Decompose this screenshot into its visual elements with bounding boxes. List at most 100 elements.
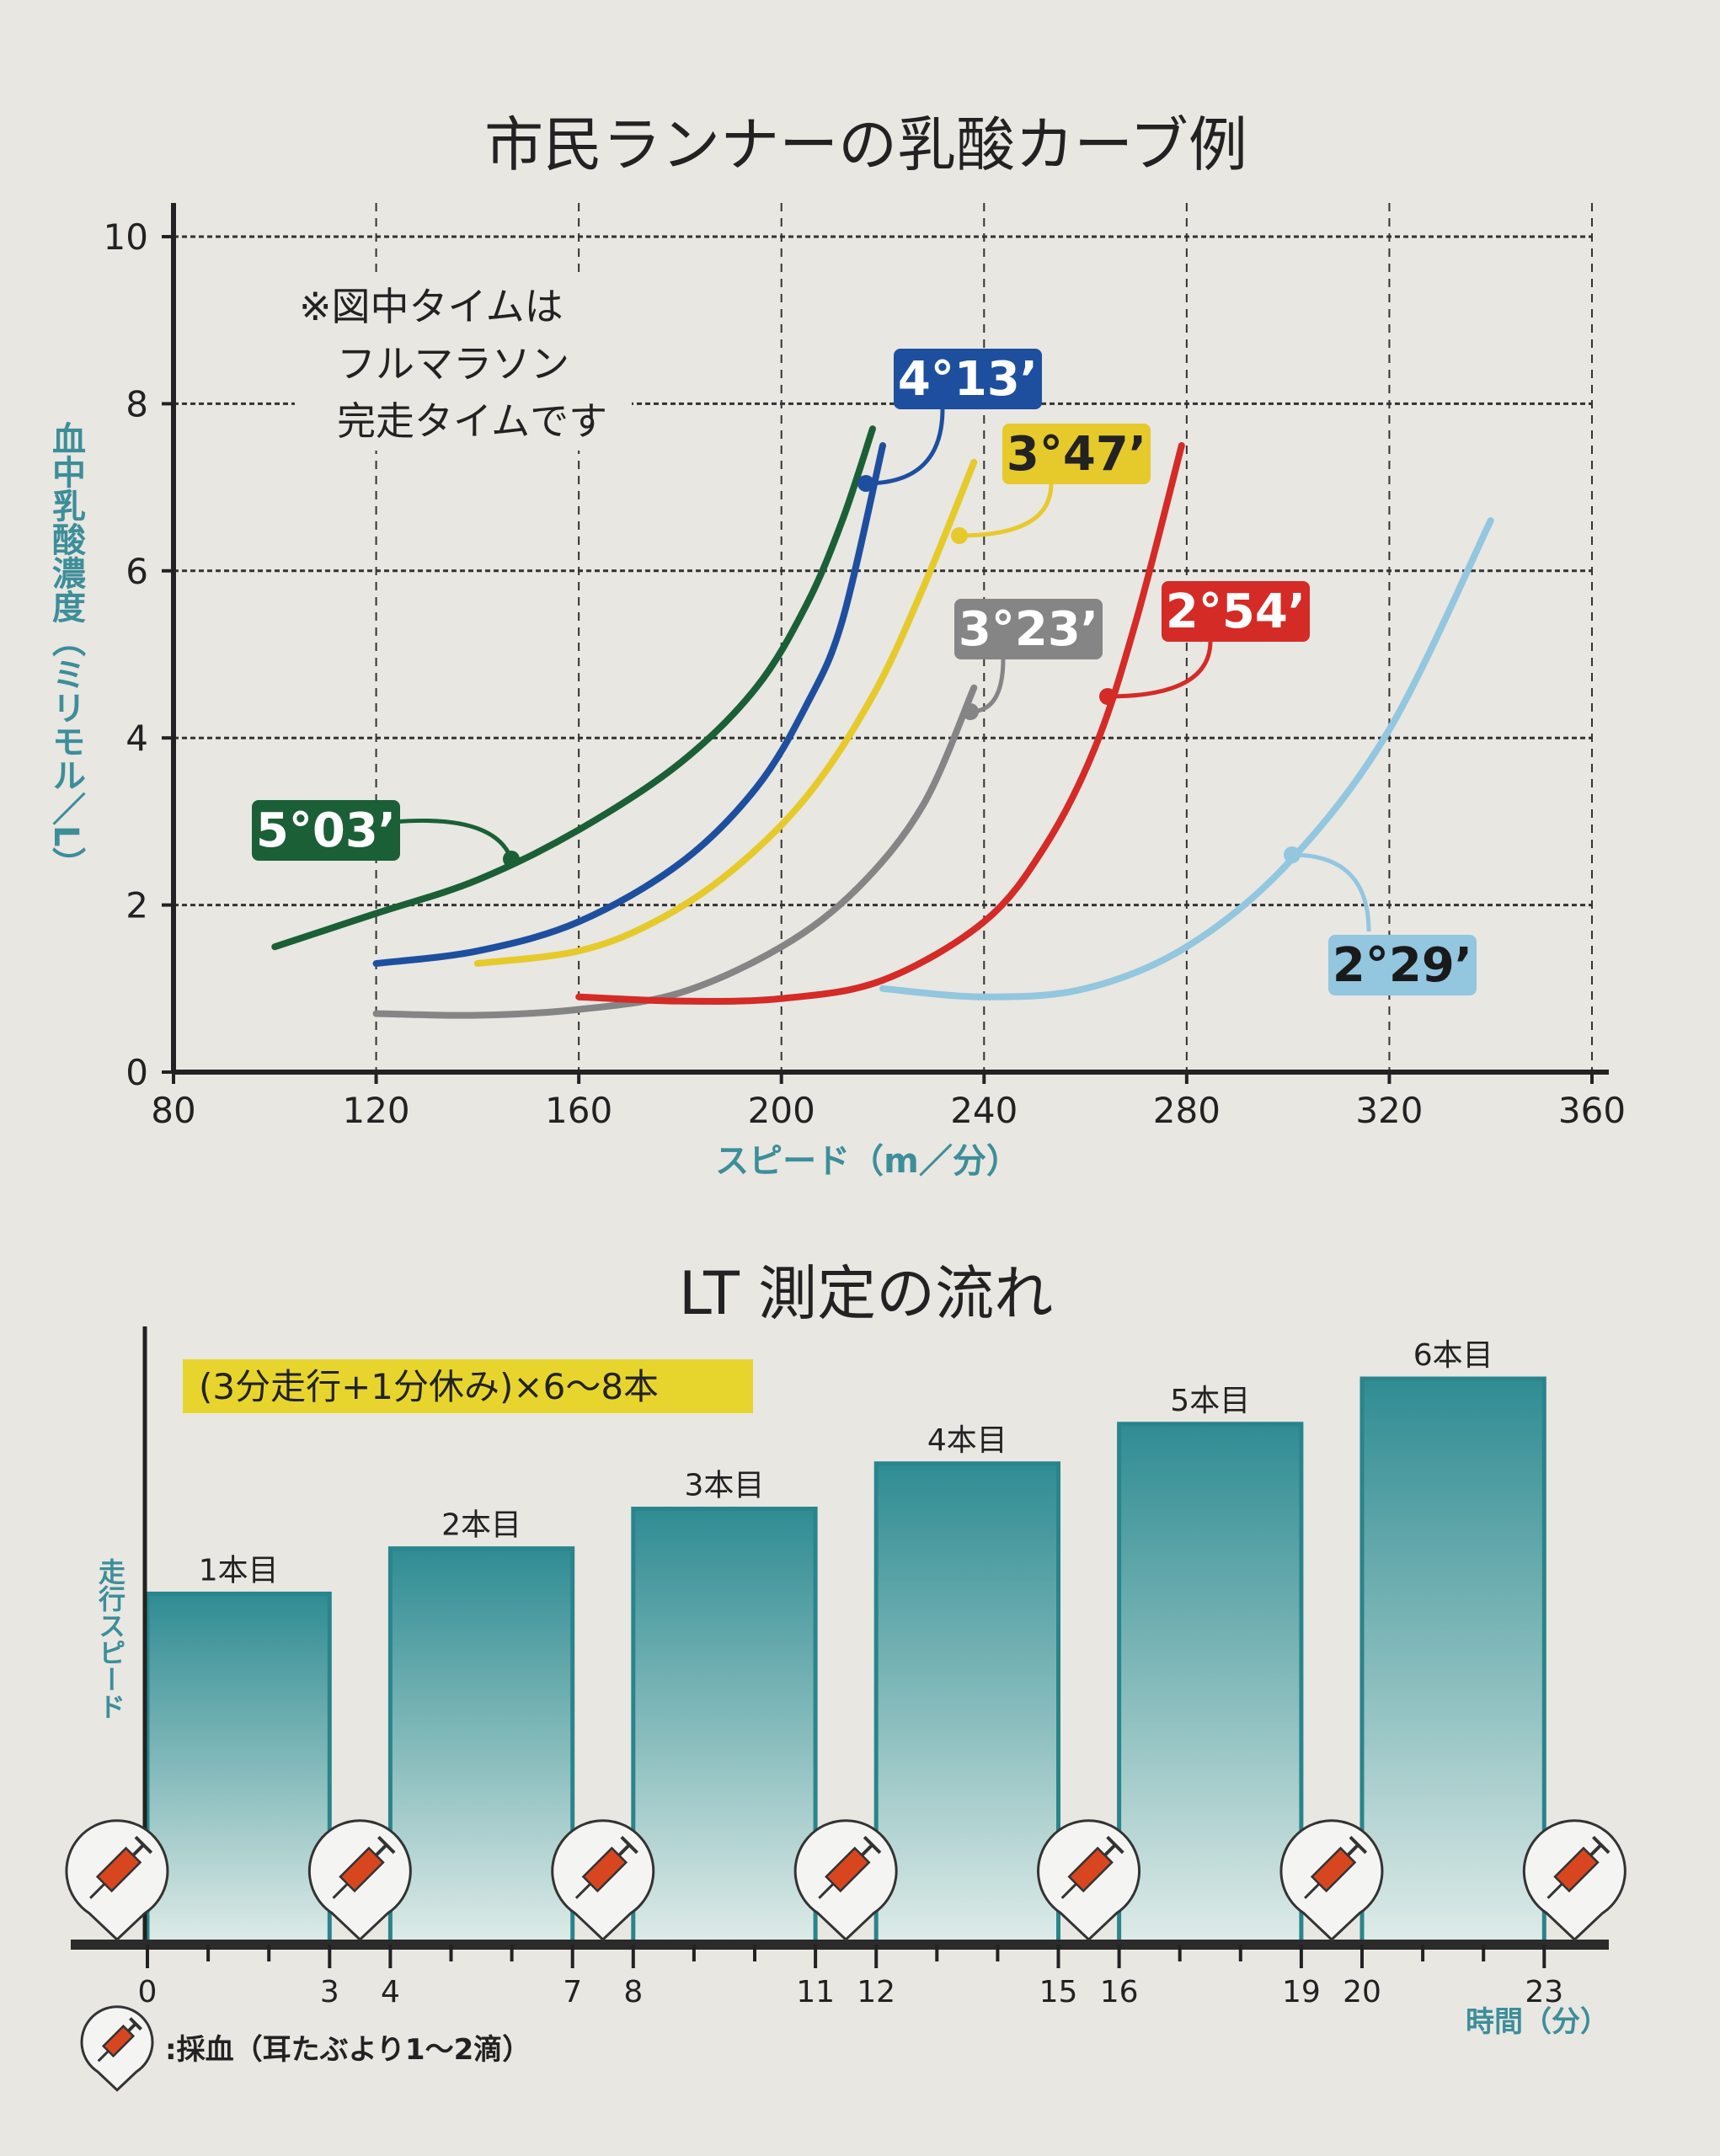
series-line bbox=[372, 442, 886, 968]
bar bbox=[876, 1463, 1059, 1945]
note: ※図中タイムは フルマラソン 完走タイムです bbox=[295, 274, 632, 451]
syringe bbox=[97, 2017, 142, 2063]
tick-labels: 0 2 4 6 8 10 80 120 160 200 240 280 320 360 bbox=[104, 216, 1627, 1131]
syringe bbox=[89, 1835, 153, 1899]
x-tick-label: 15 bbox=[1039, 1975, 1078, 2009]
x-axis-label: 時間（分） bbox=[1466, 2005, 1609, 2039]
series-label: 2°54’ bbox=[1099, 581, 1310, 705]
arrow-head bbox=[857, 475, 874, 492]
x-tick-label: 120 bbox=[342, 1090, 409, 1131]
syringe-icon bbox=[307, 1819, 412, 1942]
chart-title: LT 測定の流れ bbox=[679, 1259, 1053, 1328]
arrow-head bbox=[1284, 846, 1301, 863]
bar-outline bbox=[873, 1461, 1060, 1945]
bar-label: 1本目 bbox=[199, 1553, 279, 1588]
blood-sample-icons bbox=[65, 1819, 1627, 1942]
series-labels: 5°03’ 4°13’ 3°47’ 3°23’ 2°54’ 2°29’ bbox=[252, 349, 1477, 995]
syringe-barrel bbox=[339, 1846, 385, 1893]
series-line bbox=[879, 517, 1494, 1001]
syringe-icon bbox=[1037, 1819, 1141, 1942]
x-tick-label: 12 bbox=[857, 1975, 895, 2009]
label-box bbox=[1328, 935, 1477, 995]
syringe-barrel bbox=[95, 1846, 142, 1893]
arrow-head bbox=[951, 527, 968, 544]
syringe-plunger bbox=[131, 1844, 144, 1857]
syringe-icon bbox=[65, 1819, 169, 1942]
syringe-barrel bbox=[1310, 1846, 1357, 1893]
label-text: 3°23’ bbox=[959, 602, 1098, 657]
x-tick-label: 200 bbox=[748, 1090, 815, 1131]
banner-background bbox=[183, 1359, 753, 1413]
y-tick-label: 0 bbox=[126, 1052, 148, 1093]
axes bbox=[171, 203, 1609, 1075]
x-tick-label: 4 bbox=[381, 1975, 400, 2009]
y-tick-label: 4 bbox=[126, 718, 148, 759]
arrow-line bbox=[959, 483, 1054, 538]
bar-outline bbox=[387, 1546, 575, 1945]
syringe-barrel bbox=[1553, 1846, 1600, 1893]
label-text: 2°29’ bbox=[1333, 938, 1472, 993]
syringe-plunger bbox=[126, 2023, 136, 2033]
lactate-curve-chart: 市民ランナーの乳酸カーブ例 0 2 4 6 8 10 80 120 160 200 240 280 32… bbox=[46, 110, 1626, 1181]
syringe bbox=[332, 1835, 396, 1899]
label-text: 2°54’ bbox=[1166, 584, 1306, 639]
syringe-handle bbox=[134, 1835, 153, 1854]
syringe-barrel bbox=[101, 2024, 136, 2058]
arrow-head bbox=[1099, 688, 1116, 705]
x-tick-label: 320 bbox=[1355, 1090, 1423, 1131]
label-box bbox=[1162, 581, 1310, 642]
bar-outline bbox=[145, 1591, 332, 1945]
syringe bbox=[574, 1835, 638, 1899]
series-line bbox=[473, 458, 978, 968]
syringe bbox=[1060, 1835, 1124, 1899]
bar-label: 5本目 bbox=[1170, 1384, 1250, 1418]
series-label: 3°23’ bbox=[954, 599, 1103, 720]
legend-text: :採血（耳たぶより1〜2滴） bbox=[165, 2033, 531, 2067]
series-line bbox=[575, 442, 1185, 1005]
label-text: 5°03’ bbox=[256, 803, 396, 858]
syringe-needle bbox=[332, 1882, 349, 1899]
x-tick-label: 360 bbox=[1558, 1090, 1626, 1131]
y-tick-label: 10 bbox=[104, 216, 148, 258]
y-tick-label: 8 bbox=[126, 383, 148, 424]
series-label: 2°29’ bbox=[1284, 846, 1477, 995]
syringe-handle bbox=[129, 2017, 142, 2031]
arrow-head bbox=[503, 851, 520, 867]
bar bbox=[147, 1593, 330, 1945]
syringe-icon bbox=[551, 1819, 655, 1942]
x-tick-label: 16 bbox=[1100, 1975, 1139, 2009]
arrow-line bbox=[1107, 640, 1213, 699]
syringe-handle bbox=[620, 1835, 638, 1854]
syringe-handle bbox=[1349, 1835, 1368, 1854]
bar-outline bbox=[1359, 1376, 1546, 1945]
syringe-plunger bbox=[617, 1844, 630, 1857]
y-tick-label: 6 bbox=[126, 551, 148, 592]
y-axis-label: 血中乳酸濃度（ミリモル／L） bbox=[46, 421, 86, 881]
x-tick-label: 80 bbox=[151, 1090, 195, 1131]
syringe-needle bbox=[818, 1882, 835, 1899]
syringe-needle bbox=[574, 1882, 591, 1899]
y-tick-label: 2 bbox=[126, 885, 148, 926]
bar-label: 2本目 bbox=[441, 1508, 521, 1543]
syringe-icon bbox=[793, 1819, 898, 1942]
bar-outline bbox=[1117, 1422, 1304, 1945]
syringe bbox=[818, 1835, 882, 1899]
series-label: 3°47’ bbox=[951, 424, 1151, 544]
bar-label: 4本目 bbox=[927, 1423, 1007, 1458]
banner-text: (3分走行+1分休み)×6〜8本 bbox=[199, 1366, 659, 1407]
label-text: 3°47’ bbox=[1007, 427, 1146, 482]
lt-test-flow-chart: LT 測定の流れ (3分走行+1分休み)×6〜8本 走行スピード 1本目 2本目 3… bbox=[65, 1259, 1627, 2092]
series-line bbox=[372, 684, 978, 1019]
note-line-2: フルマラソン bbox=[337, 341, 569, 387]
label-box bbox=[1002, 424, 1151, 484]
x-tick-label: 0 bbox=[138, 1975, 158, 2009]
syringe-icon bbox=[1522, 1819, 1627, 1942]
syringe-icon bbox=[80, 2005, 154, 2092]
x-tick-label: 8 bbox=[623, 1975, 643, 2009]
syringe-needle bbox=[97, 2050, 110, 2063]
syringe-plunger bbox=[1346, 1844, 1359, 1857]
x-tick-label: 7 bbox=[563, 1975, 582, 2009]
arrow-line bbox=[393, 818, 514, 860]
y-axis-label: 走行スピード bbox=[94, 1558, 126, 1720]
